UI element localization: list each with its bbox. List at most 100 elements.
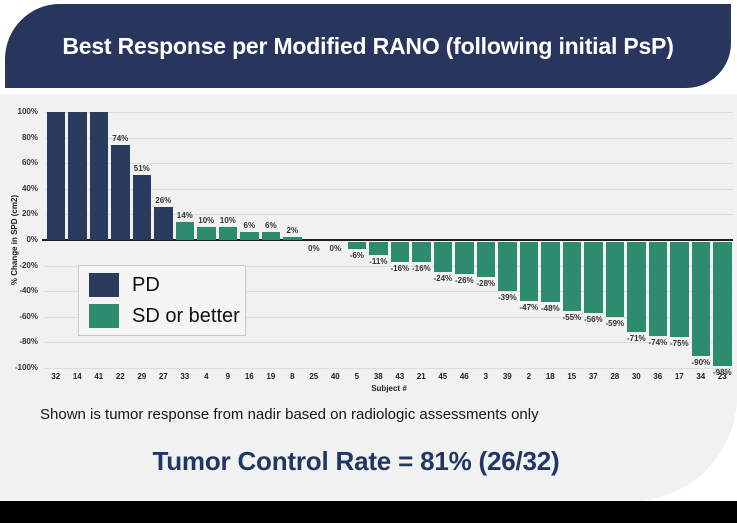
x-tick-label: 28 [610,372,620,381]
x-tick-label: 8 [290,372,295,381]
bar-value-label: 26% [155,195,172,205]
bar-subject-34 [691,242,710,357]
footnote: Shown is tumor response from nadir based… [40,406,539,423]
bar-subject-30 [627,242,646,332]
bar-subject-14 [68,112,87,240]
bar-value-label: -48% [540,304,560,314]
y-tick-label: -20% [19,260,38,270]
x-tick-label: 38 [373,372,383,381]
x-axis-title: Subject # [371,384,407,393]
legend-label-pd: PD [132,273,160,296]
bar-value-label: 0% [308,244,320,253]
x-tick-label: 18 [545,372,555,381]
bar-subject-18 [541,242,560,303]
x-tick-label: 22 [115,372,125,381]
y-tick-label: 0% [26,235,38,244]
x-tick-label: 43 [395,372,405,381]
x-tick-label: 41 [94,372,104,381]
x-tick-label: 36 [653,372,663,381]
bar-value-label: -71% [626,333,646,343]
bar-value-label: 10% [198,216,215,226]
gridline [45,368,733,369]
x-tick-label: 29 [137,372,147,381]
y-tick-label: 20% [21,209,38,219]
bar-subject-21 [412,242,431,262]
bar-subject-19 [261,232,280,240]
bar-subject-3 [476,242,495,277]
bar-subject-22 [111,145,130,240]
sd-color-swatch [89,304,119,328]
bar-subject-33 [175,222,194,240]
bar-value-label: -90% [691,358,711,368]
bar-value-label: -59% [605,318,625,328]
bar-value-label: -28% [476,278,496,288]
bar-value-label: 51% [133,163,150,173]
bar-value-label: 14% [176,211,193,221]
bar-subject-43 [390,242,409,262]
legend-label-sd: SD or better [132,304,240,327]
x-tick-label: 46 [459,372,469,381]
x-tick-label: 37 [588,372,598,381]
x-tick-label: 16 [244,372,254,381]
pd-color-swatch [89,273,119,297]
gridline [45,188,733,190]
bottom-bar [0,501,737,523]
bar-subject-9 [218,227,237,240]
zero-baseline [42,239,733,241]
gridline [45,163,733,165]
gridline [45,112,733,113]
x-tick-label: 5 [354,372,360,381]
bar-value-label: 6% [243,221,256,231]
x-tick-label: 30 [631,372,641,381]
bar-value-label: -98% [712,368,732,378]
x-tick-label: 39 [502,372,512,381]
bar-value-label: -56% [583,314,603,324]
y-tick-label: 100% [17,107,38,116]
y-tick-label: -80% [19,337,38,347]
gridline [45,214,733,216]
slide-title: Best Response per Modified RANO (followi… [62,32,674,59]
gridline [45,137,733,139]
y-tick-label: 40% [21,183,38,193]
bar-subject-32 [46,112,65,240]
bar-subject-28 [605,242,624,317]
x-tick-label: 9 [225,372,231,381]
bar-value-label: 10% [219,216,236,226]
y-tick-label: 60% [21,158,38,168]
bar-subject-45 [433,242,452,272]
bar-value-label: -75% [669,339,689,348]
x-tick-label: 4 [204,372,209,381]
y-tick-label: 80% [21,132,38,142]
gridline [45,316,733,318]
bar-value-label: -16% [390,263,410,273]
title-banner: Best Response per Modified RANO (followi… [5,4,731,88]
bar-value-label: -24% [433,273,453,283]
bar-subject-17 [670,242,689,337]
gridline [45,342,733,344]
bar-value-label: -55% [562,313,582,323]
bar-value-label: 74% [112,134,129,144]
bar-value-label: -47% [519,303,539,313]
x-tick-label: 17 [674,372,684,381]
bar-subject-37 [584,242,603,313]
bar-value-label: 2% [286,226,299,236]
bar-value-label: -11% [369,257,388,267]
bar-subject-23 [713,242,732,367]
bar-value-label: -74% [648,337,668,347]
bar-subject-46 [455,242,474,275]
bar-subject-16 [240,232,259,240]
tumor-control-rate: Tumor Control Rate = 81% (26/32) [152,446,560,476]
bar-subject-5 [347,242,366,249]
x-tick-label: 14 [72,372,82,381]
y-tick-label: -40% [19,286,38,296]
bar-value-label: -6% [349,250,364,260]
x-tick-label: 40 [330,372,340,381]
bar-subject-39 [498,242,517,291]
x-tick-label: 3 [483,372,489,381]
x-tick-label: 45 [438,372,448,381]
bar-subject-2 [519,242,538,302]
chart-legend: PD SD or better [78,265,246,336]
x-tick-label: 34 [696,372,706,381]
gridline [45,265,733,267]
